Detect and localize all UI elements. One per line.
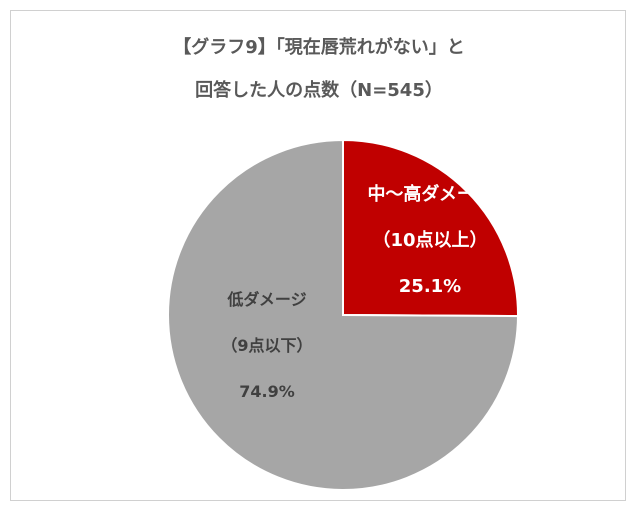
data-label-low-damage-range: （9点以下） (221, 336, 312, 355)
data-label-high-damage-value: 25.1% (399, 276, 461, 297)
data-label-low-damage-name: 低ダメージ (226, 290, 306, 309)
chart-title-line-2: 回答した人の点数（N=545） (195, 80, 443, 101)
data-label-high-damage-name: 中〜高ダメージ (367, 183, 492, 205)
chart-title-line-1: 【グラフ9】「現在唇荒れがない」と (173, 37, 465, 58)
data-label-high-damage-range: （10点以上） (372, 229, 487, 251)
pie-slice-low-damage (167, 138, 520, 491)
data-label-low-damage-value: 74.9% (239, 382, 295, 401)
pie-slice-high-damage (342, 138, 520, 318)
